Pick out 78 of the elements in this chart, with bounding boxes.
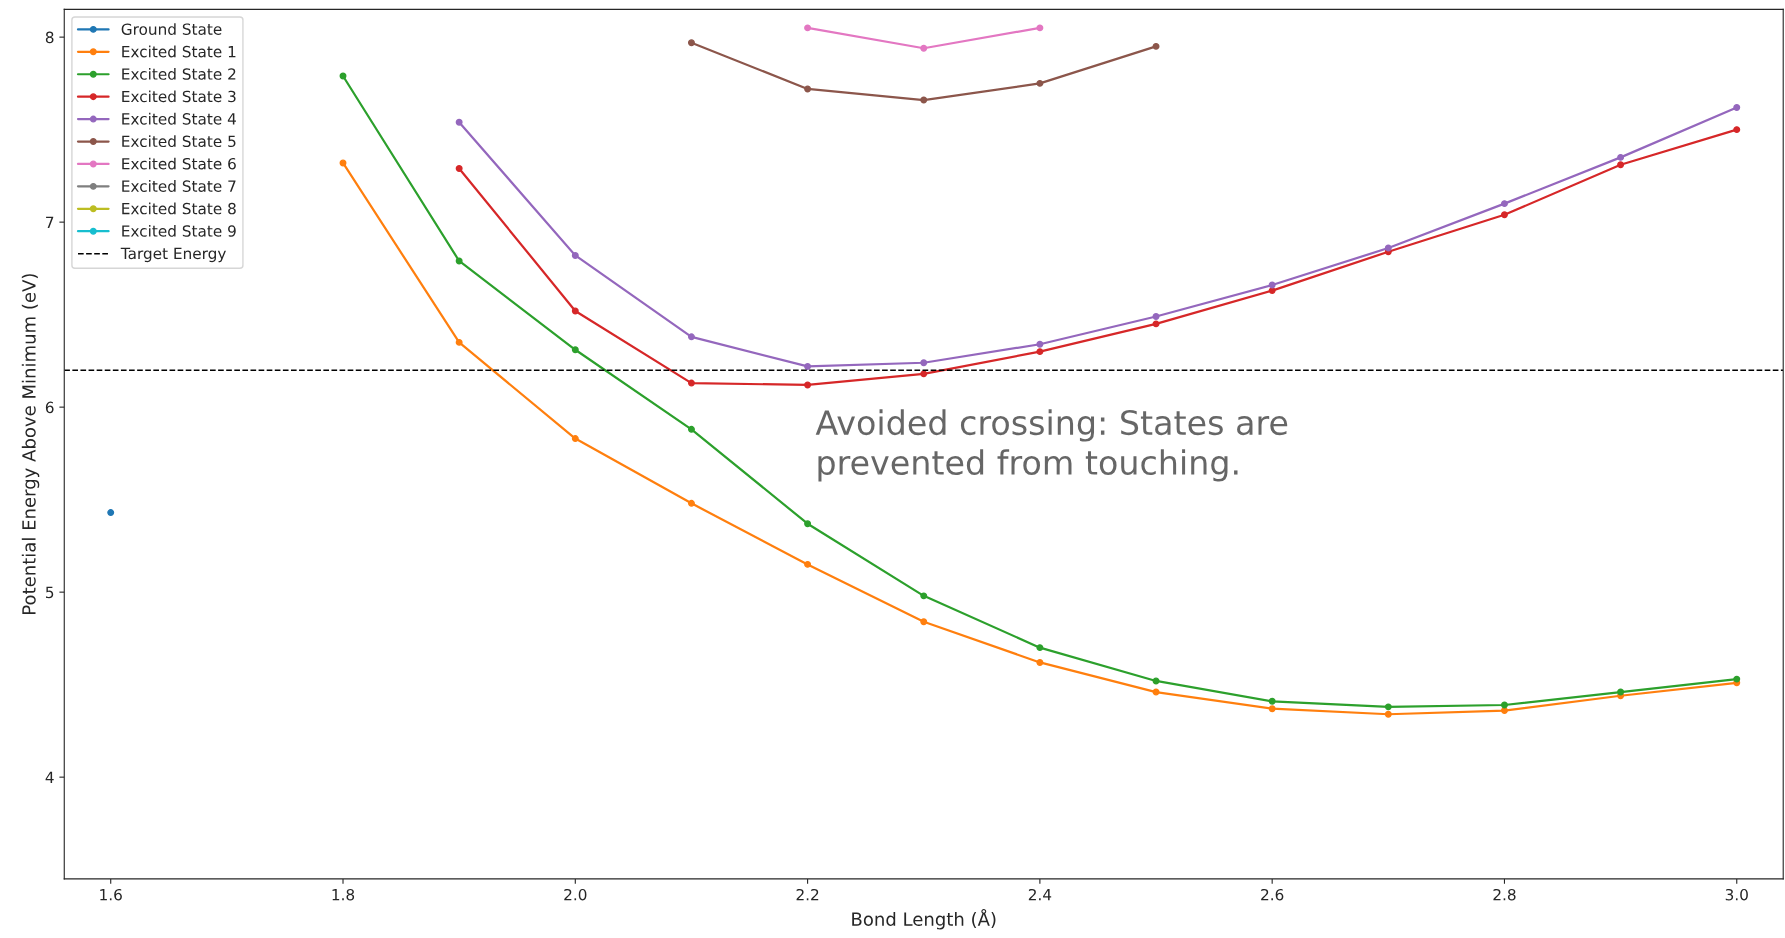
- point: [1384, 710, 1392, 718]
- point: [687, 39, 695, 47]
- legend-label: Excited State 7: [122, 180, 236, 192]
- point: [920, 44, 928, 52]
- point: [1036, 24, 1044, 32]
- point: [1036, 644, 1044, 652]
- x-tick-label: 2.2: [796, 888, 819, 901]
- legend-label: Target Energy: [120, 247, 226, 263]
- point: [455, 118, 463, 126]
- point: [455, 165, 463, 172]
- x-tick-label: 2.8: [1493, 888, 1516, 901]
- point: [804, 560, 812, 568]
- point: [1152, 320, 1160, 328]
- point: [571, 251, 579, 259]
- point: [1617, 153, 1625, 161]
- point: [1268, 281, 1276, 289]
- annotation: Avoided crossing: States are prevented from touching.: [815, 409, 1288, 482]
- point: [1268, 697, 1276, 705]
- legend-label: Excited State 2: [122, 67, 236, 80]
- point: [804, 362, 812, 370]
- y-tick-label: 6: [45, 401, 54, 414]
- point: [1733, 126, 1741, 134]
- point: [1733, 675, 1741, 683]
- point: [1036, 658, 1044, 666]
- point: [920, 359, 928, 367]
- point: [1500, 707, 1508, 715]
- x-axis-title: Bond Length (Å): [852, 908, 996, 930]
- x-tick-label: 1.8: [332, 888, 355, 901]
- point: [687, 499, 695, 507]
- point: [571, 307, 579, 315]
- point: [687, 333, 695, 341]
- point: [920, 592, 928, 600]
- x-tick-label: 2.4: [1028, 888, 1052, 901]
- point: [1500, 211, 1508, 219]
- legend-label: Excited State 8: [122, 202, 236, 215]
- legend-label: Excited State 3: [122, 90, 236, 103]
- y-tick-label: 7: [46, 216, 54, 228]
- point: [1733, 103, 1741, 111]
- point: [1152, 313, 1160, 320]
- point: [804, 85, 812, 93]
- legend-label: Excited State 9: [122, 224, 236, 237]
- point: [571, 346, 579, 354]
- y-axis-title: Potential Energy Above Minimum (eV): [21, 274, 40, 614]
- x-tick-label: 2.6: [1261, 888, 1284, 901]
- point: [804, 24, 812, 32]
- point: [1384, 244, 1392, 252]
- point: [804, 520, 812, 528]
- point: [571, 435, 579, 443]
- x-tick-label: 2.0: [564, 888, 587, 901]
- point: [920, 618, 928, 626]
- y-tick-label: 8: [45, 31, 54, 44]
- point: [1500, 701, 1508, 709]
- x-tick-label: 1.6: [100, 888, 122, 901]
- point: [455, 257, 463, 265]
- point: [1268, 287, 1276, 295]
- point: [1036, 340, 1044, 348]
- point: [1500, 200, 1508, 208]
- legend-label: Excited State 5: [122, 135, 236, 148]
- point: [1617, 161, 1625, 169]
- point: [687, 425, 695, 433]
- legend-label: Ground State: [121, 23, 222, 35]
- point: [1152, 42, 1160, 50]
- point: [1384, 703, 1392, 711]
- point: [920, 96, 928, 104]
- y-tick-label: 4: [45, 771, 54, 783]
- x-tick-label: 3.0: [1725, 888, 1748, 901]
- legend-label: Excited State 1: [122, 45, 236, 58]
- point: [804, 381, 812, 389]
- point: [1036, 79, 1044, 87]
- y-tick-label: 5: [46, 586, 54, 599]
- point: [687, 379, 695, 387]
- legend-label: Excited State 6: [122, 157, 236, 170]
- point: [1617, 688, 1625, 696]
- point: [1268, 705, 1276, 713]
- point: [1036, 348, 1044, 356]
- point: [455, 338, 463, 346]
- legend-label: Excited State 4: [122, 112, 236, 125]
- point: [920, 370, 928, 378]
